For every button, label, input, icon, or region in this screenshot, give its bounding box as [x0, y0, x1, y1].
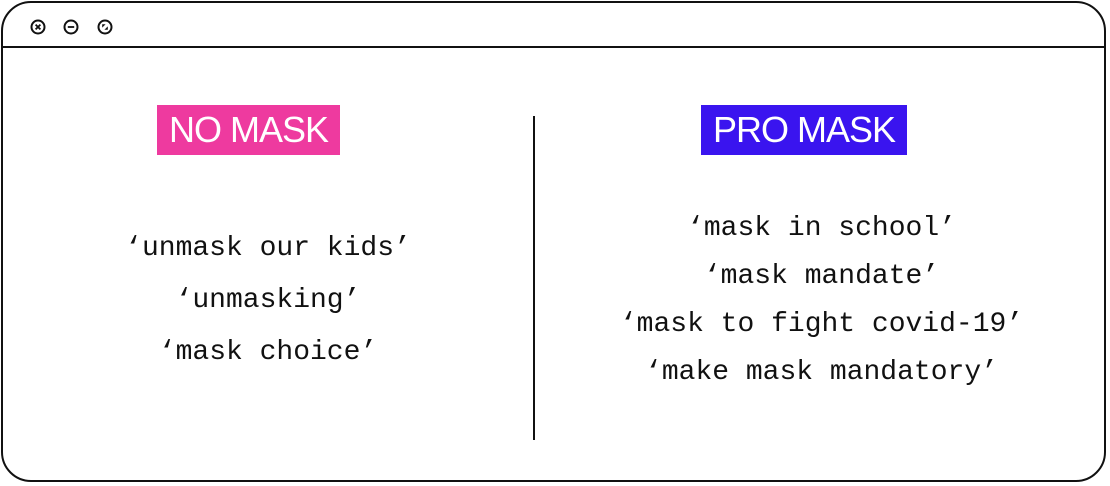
- title-bar: [3, 3, 1104, 48]
- pro-mask-term-list: ‘mask in school’ ‘mask mandate’ ‘mask to…: [535, 209, 1108, 401]
- list-item: ‘mask to fight covid-19’: [619, 309, 1024, 340]
- list-item: ‘mask mandate’: [703, 261, 940, 292]
- list-item: ‘mask in school’: [687, 213, 956, 244]
- no-mask-title: NO MASK: [157, 105, 341, 155]
- maximize-icon[interactable]: [97, 19, 113, 35]
- list-item: ‘make mask mandatory’: [645, 357, 998, 388]
- close-icon[interactable]: [30, 19, 46, 35]
- list-item: ‘unmasking’: [175, 285, 361, 316]
- list-item: ‘mask choice’: [158, 337, 378, 368]
- pro-mask-title: PRO MASK: [701, 105, 908, 155]
- no-mask-panel: NO MASK ‘unmask our kids’ ‘unmasking’ ‘m…: [3, 3, 533, 480]
- pro-mask-panel: PRO MASK ‘mask in school’ ‘mask mandate’…: [535, 3, 1108, 480]
- no-mask-term-list: ‘unmask our kids’ ‘unmasking’ ‘mask choi…: [3, 228, 533, 384]
- list-item: ‘unmask our kids’: [125, 233, 411, 264]
- minimize-icon[interactable]: [63, 19, 79, 35]
- column-divider: [533, 116, 535, 440]
